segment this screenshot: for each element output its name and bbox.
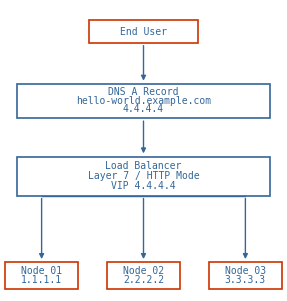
Text: 3.3.3.3: 3.3.3.3 (225, 275, 266, 285)
Text: 4.4.4.4: 4.4.4.4 (123, 104, 164, 114)
Text: Layer 7 / HTTP Mode: Layer 7 / HTTP Mode (88, 171, 199, 181)
Text: 2.2.2.2: 2.2.2.2 (123, 275, 164, 285)
Text: Node 02: Node 02 (123, 266, 164, 276)
Text: hello-world.example.com: hello-world.example.com (76, 96, 211, 106)
FancyBboxPatch shape (107, 262, 180, 289)
FancyBboxPatch shape (5, 262, 78, 289)
FancyBboxPatch shape (17, 83, 270, 118)
FancyBboxPatch shape (89, 20, 198, 43)
Text: Load Balancer: Load Balancer (105, 161, 182, 171)
FancyBboxPatch shape (209, 262, 282, 289)
Text: VIP 4.4.4.4: VIP 4.4.4.4 (111, 181, 176, 191)
Text: Node 01: Node 01 (21, 266, 62, 276)
Text: 1.1.1.1: 1.1.1.1 (21, 275, 62, 285)
Text: Node 03: Node 03 (225, 266, 266, 276)
FancyBboxPatch shape (17, 157, 270, 196)
Text: End User: End User (120, 26, 167, 37)
Text: DNS A Record: DNS A Record (108, 87, 179, 97)
